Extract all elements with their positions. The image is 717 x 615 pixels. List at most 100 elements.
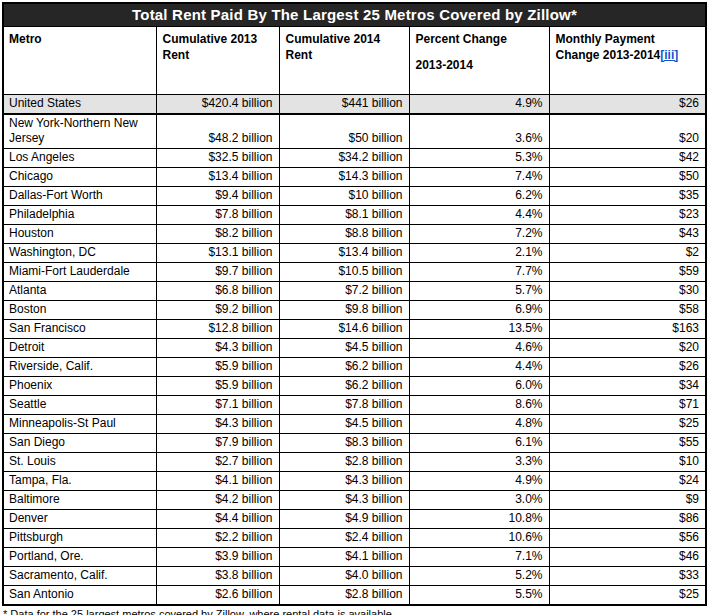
- rent-2013-cell: $2.2 billion: [156, 528, 279, 547]
- rent-2013-cell: $420.4 billion: [156, 94, 279, 114]
- monthly-change-cell: $25: [549, 414, 706, 433]
- percent-change-cell: 4.4%: [409, 205, 549, 224]
- rent-2013-cell: $4.3 billion: [156, 414, 279, 433]
- column-header-metro: Metro: [3, 26, 156, 94]
- percent-change-cell: 4.6%: [409, 338, 549, 357]
- rent-2014-cell: $8.3 billion: [279, 433, 409, 452]
- percent-change-cell: 10.8%: [409, 509, 549, 528]
- footnote-iii-link[interactable]: [iii]: [660, 48, 678, 62]
- percent-change-cell: 13.5%: [409, 319, 549, 338]
- monthly-payment-label: Monthly Payment Change 2013-2014: [556, 32, 661, 62]
- rent-2013-cell: $3.9 billion: [156, 547, 279, 566]
- metro-cell: Riverside, Calif.: [3, 357, 156, 376]
- metro-cell: Denver: [3, 509, 156, 528]
- metro-cell: Philadelphia: [3, 205, 156, 224]
- rent-2013-cell: $12.8 billion: [156, 319, 279, 338]
- table-row: St. Louis$2.7 billion$2.8 billion3.3%$10: [3, 452, 706, 471]
- metro-cell: Phoenix: [3, 376, 156, 395]
- table-row: Sacramento, Calif.$3.8 billion$4.0 billi…: [3, 566, 706, 585]
- column-header-rent-2014: Cumulative 2014 Rent: [279, 26, 409, 94]
- metro-cell: Chicago: [3, 167, 156, 186]
- rent-2014-cell: $4.3 billion: [279, 490, 409, 509]
- metro-cell: Dallas-Fort Worth: [3, 186, 156, 205]
- rent-2013-cell: $6.8 billion: [156, 281, 279, 300]
- metro-cell: Tampa, Fla.: [3, 471, 156, 490]
- percent-change-cell: 8.6%: [409, 395, 549, 414]
- monthly-change-cell: $34: [549, 376, 706, 395]
- monthly-change-cell: $30: [549, 281, 706, 300]
- table-title-row: Total Rent Paid By The Largest 25 Metros…: [3, 3, 706, 26]
- table-header-row: Metro Cumulative 2013 Rent Cumulative 20…: [3, 26, 706, 94]
- percent-change-cell: 3.0%: [409, 490, 549, 509]
- percent-change-cell: 6.2%: [409, 186, 549, 205]
- rent-2014-cell: $2.8 billion: [279, 585, 409, 605]
- rent-2013-cell: $9.4 billion: [156, 186, 279, 205]
- percent-change-cell: 4.9%: [409, 471, 549, 490]
- rent-2014-cell: $441 billion: [279, 94, 409, 114]
- rent-2013-cell: $4.4 billion: [156, 509, 279, 528]
- percent-change-cell: 7.7%: [409, 262, 549, 281]
- table-row: Baltimore$4.2 billion$4.3 billion3.0%$9: [3, 490, 706, 509]
- table-row: Philadelphia$7.8 billion$8.1 billion4.4%…: [3, 205, 706, 224]
- metro-cell: St. Louis: [3, 452, 156, 471]
- rent-2014-cell: $14.3 billion: [279, 167, 409, 186]
- rent-2014-cell: $6.2 billion: [279, 357, 409, 376]
- monthly-change-cell: $20: [549, 338, 706, 357]
- table-row: Chicago$13.4 billion$14.3 billion7.4%$50: [3, 167, 706, 186]
- rent-2014-cell: $10.5 billion: [279, 262, 409, 281]
- table-row: Boston$9.2 billion$9.8 billion6.9%$58: [3, 300, 706, 319]
- column-header-monthly-payment: Monthly Payment Change 2013-2014[iii]: [549, 26, 706, 94]
- rent-2014-cell: $4.0 billion: [279, 566, 409, 585]
- rent-2014-cell: $7.8 billion: [279, 395, 409, 414]
- monthly-change-cell: $33: [549, 566, 706, 585]
- rent-2014-cell: $50 billion: [279, 114, 409, 149]
- percent-change-label: Percent Change: [416, 31, 543, 47]
- rent-2013-cell: $48.2 billion: [156, 114, 279, 149]
- rent-2013-cell: $2.7 billion: [156, 452, 279, 471]
- metro-cell: Seattle: [3, 395, 156, 414]
- monthly-change-cell: $86: [549, 509, 706, 528]
- monthly-change-cell: $43: [549, 224, 706, 243]
- percent-change-cell: 7.1%: [409, 547, 549, 566]
- rent-2013-cell: $4.2 billion: [156, 490, 279, 509]
- table-row: New York-Northern New Jersey$48.2 billio…: [3, 114, 706, 149]
- percent-change-cell: 6.1%: [409, 433, 549, 452]
- table-row: San Antonio$2.6 billion$2.8 billion5.5%$…: [3, 585, 706, 605]
- metro-cell: Atlanta: [3, 281, 156, 300]
- percent-change-cell: 7.4%: [409, 167, 549, 186]
- metro-cell: Los Angeles: [3, 148, 156, 167]
- metro-cell: San Antonio: [3, 585, 156, 605]
- percent-change-cell: 7.2%: [409, 224, 549, 243]
- rent-2014-cell: $4.9 billion: [279, 509, 409, 528]
- monthly-change-cell: $71: [549, 395, 706, 414]
- table-body: United States$420.4 billion$441 billion4…: [3, 94, 706, 605]
- metro-cell: Washington, DC: [3, 243, 156, 262]
- rent-2014-cell: $8.1 billion: [279, 205, 409, 224]
- rent-2013-cell: $32.5 billion: [156, 148, 279, 167]
- monthly-change-cell: $58: [549, 300, 706, 319]
- percent-change-cell: 2.1%: [409, 243, 549, 262]
- monthly-change-cell: $2: [549, 243, 706, 262]
- metro-cell: Sacramento, Calif.: [3, 566, 156, 585]
- rent-2013-cell: $13.1 billion: [156, 243, 279, 262]
- table-row: Los Angeles$32.5 billion$34.2 billion5.3…: [3, 148, 706, 167]
- monthly-change-cell: $46: [549, 547, 706, 566]
- rent-2013-cell: $4.3 billion: [156, 338, 279, 357]
- metro-cell: Baltimore: [3, 490, 156, 509]
- rent-2013-cell: $5.9 billion: [156, 357, 279, 376]
- rent-2014-cell: $13.4 billion: [279, 243, 409, 262]
- rent-2014-cell: $34.2 billion: [279, 148, 409, 167]
- table-row: Washington, DC$13.1 billion$13.4 billion…: [3, 243, 706, 262]
- rent-2014-cell: $7.2 billion: [279, 281, 409, 300]
- percent-change-cell: 3.3%: [409, 452, 549, 471]
- rent-2013-cell: $9.7 billion: [156, 262, 279, 281]
- monthly-change-cell: $9: [549, 490, 706, 509]
- metro-cell: Pittsburgh: [3, 528, 156, 547]
- rent-2013-cell: $7.9 billion: [156, 433, 279, 452]
- monthly-change-cell: $163: [549, 319, 706, 338]
- table-row: San Francisco$12.8 billion$14.6 billion1…: [3, 319, 706, 338]
- table-row: San Diego$7.9 billion$8.3 billion6.1%$55: [3, 433, 706, 452]
- monthly-change-cell: $42: [549, 148, 706, 167]
- table-footnote: * Data for the 25 largest metros covered…: [2, 606, 717, 615]
- rent-2013-cell: $8.2 billion: [156, 224, 279, 243]
